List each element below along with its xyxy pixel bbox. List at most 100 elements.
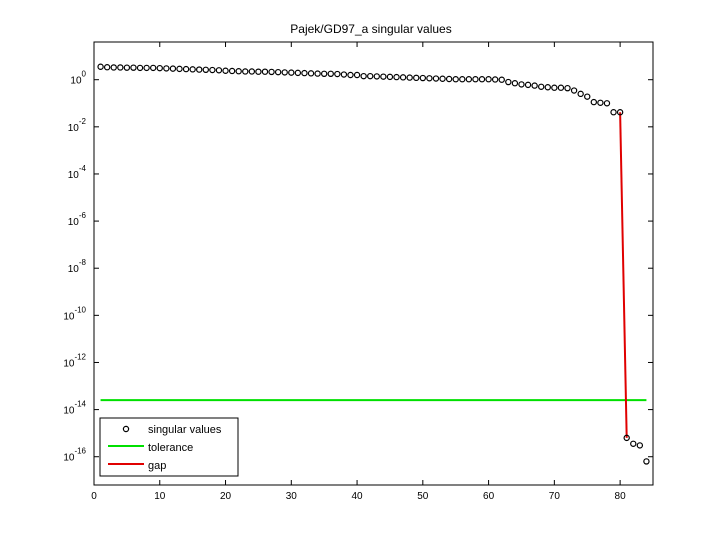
x-tick-label: 20: [220, 491, 232, 502]
singular-value-point: [163, 65, 170, 72]
singular-value-point: [544, 84, 551, 91]
x-tick-label: 60: [483, 491, 495, 502]
plot-area: 0 10 20 30 40 50 60 70 80 100 10-2 10-4 10-6 10-8 10-1…: [63, 41, 654, 502]
gap-line: [619, 112, 628, 438]
singular-value-point: [610, 109, 617, 116]
singular-value-point: [616, 109, 624, 116]
singular-value-point: [130, 64, 137, 71]
singular-value-point: [209, 66, 216, 74]
singular-value-point: [228, 67, 236, 75]
singular-value-point: [110, 64, 117, 71]
legend-label: singular values: [148, 424, 222, 436]
singular-value-point: [360, 72, 367, 80]
singular-value-point: [156, 64, 163, 72]
x-tick-label: 50: [417, 491, 429, 502]
singular-value-point: [432, 75, 440, 82]
singular-value-point: [301, 69, 308, 77]
y-tick-label: 10-2: [68, 117, 87, 134]
singular-value-point: [334, 70, 341, 78]
singular-value-point: [505, 78, 512, 86]
singular-value-point: [268, 68, 275, 76]
singular-value-point: [176, 65, 183, 73]
singular-value-point: [511, 80, 519, 87]
x-tick-label: 30: [286, 491, 298, 502]
singular-value-point: [149, 64, 157, 72]
singular-value-point: [189, 66, 196, 73]
singular-value-point: [380, 73, 387, 80]
y-tick-label: 10-4: [68, 164, 87, 181]
y-tick-label: 10-8: [68, 258, 87, 275]
legend-box: [99, 417, 239, 477]
singular-value-point: [123, 64, 131, 71]
singular-value-point: [117, 64, 124, 71]
singular-value-point: [143, 64, 150, 72]
singular-value-point: [386, 73, 394, 81]
singular-value-point: [97, 63, 104, 70]
singular-value-point: [294, 69, 302, 77]
legend-marker-singular-values: [122, 425, 130, 433]
singular-value-point: [413, 74, 420, 82]
chart-title: Pajek/GD97_a singular values: [290, 22, 451, 36]
singular-value-point: [340, 71, 348, 78]
singular-value-point: [478, 76, 486, 83]
y-tick-label: 100: [70, 70, 86, 87]
singular-value-point: [274, 68, 282, 76]
y-tick-label: 10-10: [63, 305, 86, 322]
singular-value-point: [564, 84, 571, 92]
singular-value-point: [202, 66, 209, 74]
singular-value-point: [636, 442, 644, 449]
singular-value-point: [261, 68, 269, 75]
singular-value-point: [485, 76, 492, 83]
singular-value-point: [491, 76, 499, 83]
singular-value-point: [584, 93, 591, 100]
singular-value-point: [498, 76, 505, 83]
singular-value-point: [597, 99, 604, 106]
singular-value-point: [472, 76, 479, 83]
singular-value-point: [347, 71, 354, 79]
y-tick-label: 10-12: [63, 352, 86, 369]
singular-value-point: [524, 81, 532, 89]
plot-frame: [93, 41, 654, 486]
singular-value-point: [557, 84, 565, 91]
singular-value-point: [248, 68, 256, 75]
singular-value-point: [590, 98, 598, 106]
legend-label: tolerance: [148, 442, 193, 454]
singular-value-point: [570, 87, 578, 94]
singular-value-point: [314, 70, 321, 77]
singular-value-point: [426, 75, 433, 82]
singular-value-point: [182, 65, 190, 73]
singular-value-point: [281, 69, 288, 76]
singular-value-point: [577, 90, 584, 98]
singular-value-point: [242, 68, 249, 75]
singular-value-point: [630, 440, 637, 447]
singular-value-point: [459, 76, 466, 83]
singular-value-point: [169, 65, 177, 72]
singular-value-point: [399, 74, 407, 81]
singular-value-point: [222, 67, 229, 74]
singular-value-point: [419, 74, 427, 82]
singular-value-point: [288, 69, 295, 76]
singular-value-point: [445, 75, 453, 83]
singular-value-point: [452, 76, 459, 83]
legend-label: gap: [148, 460, 166, 472]
singular-value-point: [393, 73, 400, 81]
x-tick-label: 0: [91, 491, 97, 502]
y-tick-label: 10-6: [68, 211, 87, 228]
x-tick-label: 70: [549, 491, 561, 502]
singular-value-point: [235, 68, 242, 75]
x-tick-label: 40: [351, 491, 363, 502]
singular-value-point: [367, 72, 374, 80]
singular-value-point: [353, 71, 361, 79]
singular-value-point: [551, 84, 558, 91]
singular-value-point: [538, 83, 545, 90]
singular-value-point: [603, 100, 611, 107]
singular-value-point: [373, 73, 380, 80]
singular-value-point: [327, 70, 334, 78]
singular-value-point: [215, 67, 223, 74]
singular-value-point: [465, 76, 473, 83]
y-tick-label: 10-14: [63, 400, 86, 417]
singular-value-point: [307, 70, 315, 77]
x-tick-label: 10: [154, 491, 166, 502]
singular-value-point: [623, 434, 630, 442]
